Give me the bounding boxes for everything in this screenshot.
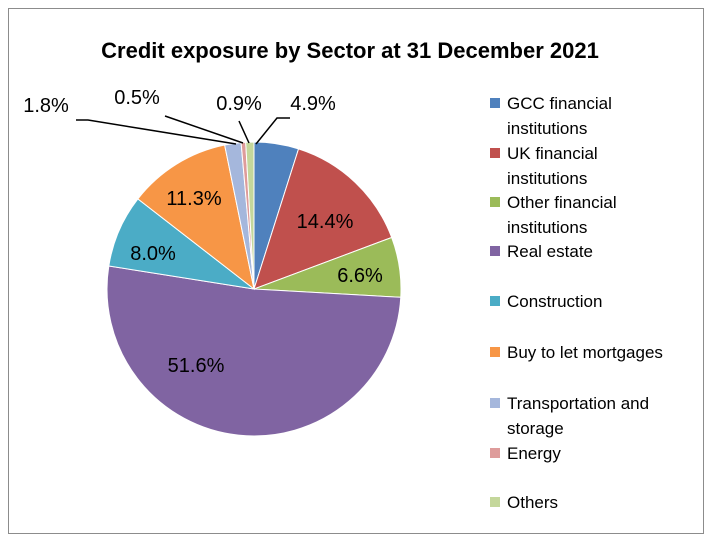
data-label-others: 0.9% (216, 93, 262, 115)
data-label-real-estate: 51.6% (168, 355, 225, 377)
legend-item-gcc-financial-institutions: GCC financial institutions (490, 91, 700, 141)
chart-title: Credit exposure by Sector at 31 December… (101, 38, 599, 63)
legend-swatch (490, 448, 500, 458)
legend-label: Others (507, 493, 559, 512)
legend-item-transportation-and-storage: Transportation and storage (490, 391, 700, 441)
legend-item-construction: Construction (490, 289, 700, 314)
legend-swatch (490, 296, 500, 306)
data-label-uk-financial-institutions: 14.4% (297, 211, 354, 233)
legend-label: Construction (507, 292, 603, 311)
leader-line-gcc-financial-institutions (255, 117, 290, 145)
leader-line-others (238, 120, 250, 144)
pie-slice-others (245, 141, 255, 290)
pie-slice-real-estate (106, 265, 402, 437)
legend-label: Other financial institutions (507, 193, 617, 237)
legend-label: Real estate (507, 242, 593, 261)
leader-line-transportation-and-storage (76, 119, 237, 145)
legend-item-others: Others (490, 490, 700, 515)
legend-label: UK financial institutions (507, 144, 598, 188)
data-label-transportation-and-storage: 1.8% (23, 95, 69, 117)
legend-item-real-estate: Real estate (490, 239, 700, 264)
legend-label: GCC financial institutions (507, 94, 612, 138)
legend-swatch (490, 497, 500, 507)
legend-swatch (490, 148, 500, 158)
data-label-energy: 0.5% (114, 87, 160, 109)
legend-label: Transportation and storage (507, 394, 650, 438)
pie-slice-uk-financial-institutions (253, 148, 393, 290)
legend-swatch (490, 98, 500, 108)
data-label-other-financial-institutions: 6.6% (337, 265, 383, 287)
pie-slice-buy-to-let-mortgages (137, 144, 255, 291)
legend-swatch (490, 347, 500, 357)
legend-item-energy: Energy (490, 441, 700, 466)
data-label-buy-to-let-mortgages: 11.3% (166, 188, 221, 210)
data-label-gcc-financial-institutions: 4.9% (290, 93, 336, 115)
data-label-construction: 8.0% (130, 243, 176, 265)
legend-item-uk-financial-institutions: UK financial institutions (490, 141, 700, 191)
legend-swatch (490, 197, 500, 207)
legend-item-other-financial-institutions: Other financial institutions (490, 190, 700, 240)
legend-label: Energy (507, 444, 561, 463)
legend-label: Buy to let mortgages (507, 343, 663, 362)
leader-line-energy (164, 115, 244, 144)
legend-item-buy-to-let-mortgages: Buy to let mortgages (490, 340, 700, 365)
legend-swatch (490, 246, 500, 256)
legend-swatch (490, 398, 500, 408)
